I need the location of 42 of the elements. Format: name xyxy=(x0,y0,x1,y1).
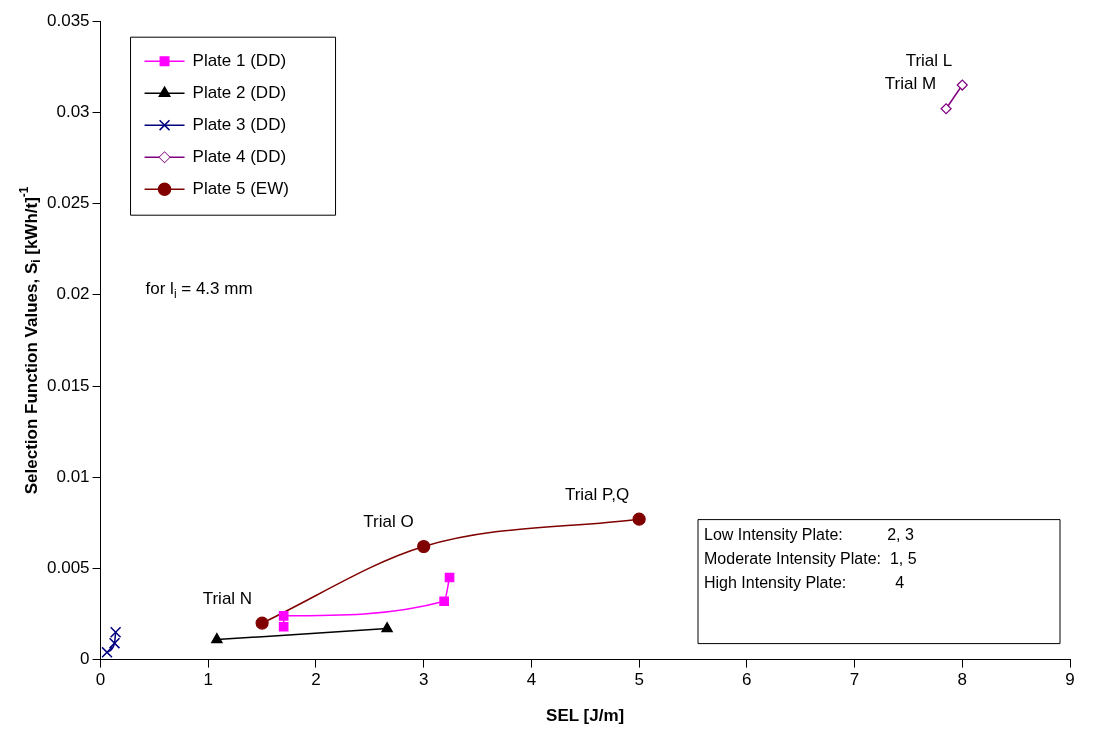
annotation: Trial M xyxy=(884,74,937,94)
y-tick-label: 0.025 xyxy=(46,193,90,213)
annotation: Low Intensity Plate: 2, 3 xyxy=(704,526,914,544)
point xyxy=(101,646,113,658)
x-tick-label: 4 xyxy=(526,670,537,690)
annotation: Trial N xyxy=(202,588,253,608)
y-tick-label: 0.035 xyxy=(46,10,90,30)
point xyxy=(255,616,269,630)
legend-label: Plate 5 (EW) xyxy=(192,178,289,198)
y-tick-label: 0.03 xyxy=(56,102,90,122)
annotation: Trial P,Q xyxy=(564,484,630,504)
point xyxy=(956,79,968,91)
x-tick-label: 7 xyxy=(849,670,860,690)
annotation: High Intensity Plate: 4 xyxy=(704,574,905,592)
x-tick-label: 6 xyxy=(742,670,752,690)
point xyxy=(439,596,449,607)
y-tick-label: 0 xyxy=(80,649,90,669)
x-tick-label: 9 xyxy=(1065,670,1075,690)
annotation: Trial O xyxy=(363,512,414,532)
x-tick-label: 8 xyxy=(957,670,968,690)
annotation: Moderate Intensity Plate: 1, 5 xyxy=(704,550,917,568)
legend-label: Plate 2 (DD) xyxy=(192,82,287,102)
legend-label: Plate 1 (DD) xyxy=(192,50,287,70)
x-axis-title: SEL [J/m] xyxy=(546,705,625,725)
x-tick-label: 5 xyxy=(634,670,644,690)
point xyxy=(940,103,952,115)
point xyxy=(417,539,431,554)
legend-label: Plate 3 (DD) xyxy=(192,114,287,134)
x-tick-label: 2 xyxy=(311,670,321,690)
y-tick-label: 0.02 xyxy=(56,284,90,304)
x-tick-label: 0 xyxy=(95,670,106,690)
x-tick-label: 1 xyxy=(203,670,213,690)
point xyxy=(632,512,646,526)
y-axis-title: Selection Function Values, Si [kWh/t]-1 xyxy=(17,186,44,495)
y-tick-label: 0.01 xyxy=(56,466,90,486)
x-tick-label: 3 xyxy=(418,670,429,690)
legend-label: Plate 4 (DD) xyxy=(192,146,287,166)
point xyxy=(278,610,289,621)
annotation: Trial L xyxy=(905,50,953,70)
y-tick-label: 0.015 xyxy=(46,375,90,395)
point xyxy=(278,621,289,632)
y-tick-label: 0.005 xyxy=(46,558,90,578)
